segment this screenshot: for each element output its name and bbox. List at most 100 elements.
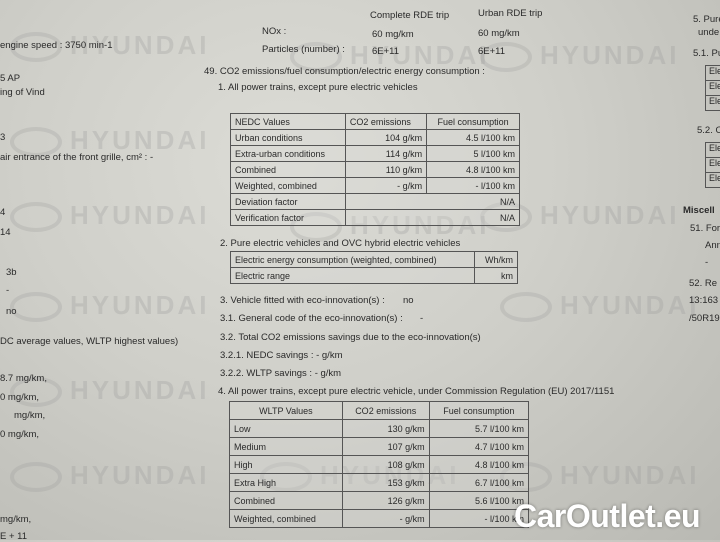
nox-complete: 60 mg/km: [372, 29, 414, 40]
right-text-line: Miscell: [683, 205, 715, 216]
eco-code-label: 3.1. General code of the eco-innovation(…: [220, 313, 403, 324]
right-text-line: unde: [698, 27, 720, 38]
box-row: Elec: [706, 66, 720, 81]
co2-savings-title: 3.2. Total CO2 emissions savings due to …: [220, 332, 481, 343]
table-cell: 4.7 l/100 km: [428, 437, 530, 456]
table-cell: WLTP Values: [229, 401, 343, 420]
left-text-line: 3b: [6, 267, 17, 278]
eco-innovation-label: 3. Vehicle fitted with eco-innovation(s)…: [220, 295, 385, 306]
table-cell: Extra High: [229, 473, 343, 492]
table-row: Medium 107 g/km 4.7 l/100 km: [229, 437, 530, 456]
wltp-table: WLTP Values CO2 emissions Fuel consumption…: [229, 401, 530, 528]
left-text-line: ing of Vind: [0, 87, 45, 98]
table-row: Extra-urban conditions 114 g/km 5 l/100 km: [230, 145, 520, 162]
table-cell: High: [229, 455, 343, 474]
right-text-line: 5.2. O: [697, 125, 720, 136]
particles-label: Particles (number) :: [262, 44, 345, 55]
left-text-line: 0 mg/km,: [0, 392, 40, 403]
box-row: Elec: [709, 96, 720, 106]
table-row: Combined 126 g/km 5.6 l/100 km: [229, 491, 530, 510]
left-text-line: DC average values, WLTP highest values): [0, 336, 179, 347]
nedc-table: NEDC Values CO2 emissions Fuel consumption…: [230, 113, 521, 226]
left-text-line: 14: [0, 227, 11, 238]
rde-urban-header: Urban RDE trip: [478, 8, 543, 19]
table-cell: Low: [229, 419, 343, 438]
particles-urban: 6E+11: [478, 46, 506, 57]
table-cell: - g/km: [341, 509, 430, 528]
box-row: Elec: [709, 173, 720, 183]
table-cell: - l/100 km: [426, 177, 520, 194]
table-row: Weighted, combined - g/km - l/100 km: [230, 177, 520, 194]
wltp-savings: 3.2.2. WLTP savings : - g/km: [220, 368, 342, 379]
right-text-line: 5. Pure: [693, 14, 720, 25]
watermark-text: HYUNDAI: [480, 40, 679, 72]
section-49-title: 49. CO2 emissions/fuel consumption/elect…: [204, 66, 485, 77]
section-4-title: 4. All power trains, except pure electri…: [218, 386, 615, 397]
table-cell: km: [474, 267, 518, 284]
watermark-text: HYUNDAI: [10, 290, 209, 322]
left-text-line: mg/km,: [14, 410, 46, 421]
table-row: Weighted, combined - g/km - l/100 km: [229, 509, 530, 528]
left-text-line: no: [6, 306, 17, 317]
table-cell: Medium: [229, 437, 343, 456]
table-cell: Wh/km: [474, 251, 518, 268]
table-row: Verification factor N/A: [230, 209, 521, 226]
watermark-text: HYUNDAI: [10, 375, 209, 407]
table-cell: 107 g/km: [341, 437, 430, 456]
right-box-1: ElecElecElec: [705, 65, 720, 111]
table-cell: Electric range: [229, 267, 476, 284]
left-text-line: -: [6, 285, 10, 296]
table-header: WLTP Values CO2 emissions Fuel consumption: [229, 401, 530, 420]
left-text-line: E + 11: [0, 531, 28, 542]
left-text-line: 8.7 mg/km,: [0, 373, 47, 384]
table-cell: 153 g/km: [341, 473, 430, 492]
table-row: Extra High 153 g/km 6.7 l/100 km: [229, 473, 530, 492]
table-cell: 108 g/km: [341, 455, 430, 474]
table-cell: Fuel consumption: [428, 401, 530, 420]
table-row: Combined 110 g/km 4.8 l/100 km: [230, 161, 520, 178]
left-text-line: engine speed : 3750 min-1: [0, 40, 113, 51]
table-cell: Weighted, combined: [229, 509, 343, 528]
table-cell: 114 g/km: [344, 145, 428, 162]
table-cell: Electric energy consumption (weighted, c…: [229, 251, 476, 268]
right-text-line: 52. Re: [689, 278, 717, 289]
caroutlet-logo: CarOutlet.eu: [514, 498, 701, 534]
left-text-line: 5 AP: [0, 73, 21, 84]
table-cell: Deviation factor: [230, 193, 346, 210]
table-row: Deviation factor N/A: [230, 193, 521, 210]
table-row: Electric range km: [229, 267, 518, 284]
watermark-text: HYUNDAI: [10, 125, 209, 157]
box-row: Elec: [706, 143, 720, 158]
electric-table: Electric energy consumption (weighted, c…: [229, 251, 518, 284]
right-box-2: ElecElecElec: [705, 142, 720, 188]
watermark-text: HYUNDAI: [500, 460, 699, 492]
left-text-line: 4: [0, 207, 6, 218]
table-cell: 130 g/km: [341, 419, 430, 438]
right-text-line: /50R19: [689, 313, 720, 324]
left-text-line: 0 mg/km,: [0, 429, 40, 440]
right-text-line: 13:163: [689, 295, 719, 306]
table-row: Urban conditions 104 g/km 4.5 l/100 km: [230, 129, 520, 146]
right-text-line: -: [705, 257, 709, 268]
table-cell: 104 g/km: [344, 129, 428, 146]
particles-complete: 6E+11: [372, 46, 400, 57]
table-cell: Verification factor: [230, 209, 346, 226]
right-text-line: 5.1. Pu: [693, 48, 720, 59]
table-cell: Combined: [230, 161, 346, 178]
watermark-text: HYUNDAI: [480, 200, 679, 232]
table-cell: 4.8 l/100 km: [428, 455, 530, 474]
watermark-text: HYUNDAI: [10, 30, 209, 62]
watermark-text: HYUNDAI: [500, 290, 699, 322]
right-text-line: 51. For: [690, 223, 720, 234]
table-cell: 4.8 l/100 km: [426, 161, 520, 178]
table-row: Low 130 g/km 5.7 l/100 km: [229, 419, 530, 438]
table-row: Electric energy consumption (weighted, c…: [229, 251, 518, 268]
table-cell: NEDC Values: [230, 113, 346, 130]
table-cell: Combined: [229, 491, 343, 510]
table-cell: 4.5 l/100 km: [426, 129, 520, 146]
table-cell: N/A: [344, 209, 521, 226]
watermark-text: HYUNDAI: [10, 460, 209, 492]
table-cell: CO2 emissions: [344, 113, 428, 130]
table-cell: Urban conditions: [230, 129, 346, 146]
table-cell: 126 g/km: [341, 491, 430, 510]
